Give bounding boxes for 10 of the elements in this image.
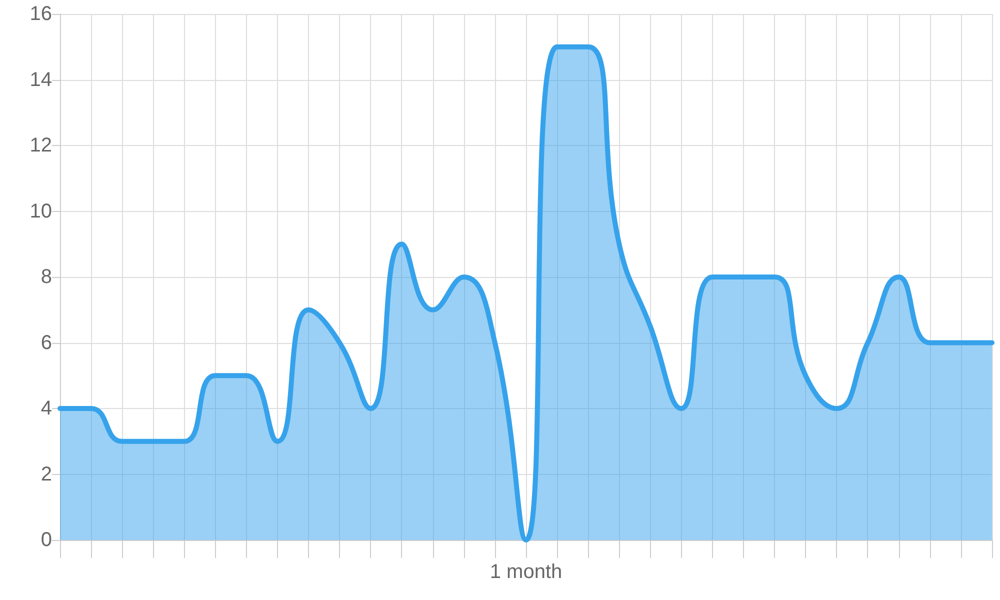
- y-tick-label: 4: [40, 398, 52, 420]
- y-tick-label: 14: [30, 68, 52, 91]
- y-tick-label: 8: [40, 266, 52, 288]
- y-tick-label: 16: [30, 3, 52, 25]
- y-tick-label: 0: [40, 529, 52, 551]
- y-tick-label: 12: [30, 134, 52, 156]
- y-tick-label: 2: [40, 463, 52, 486]
- y-tick-label: 10: [30, 200, 52, 222]
- x-tick-label: 1 month: [490, 561, 562, 583]
- y-tick-label: 6: [40, 332, 52, 354]
